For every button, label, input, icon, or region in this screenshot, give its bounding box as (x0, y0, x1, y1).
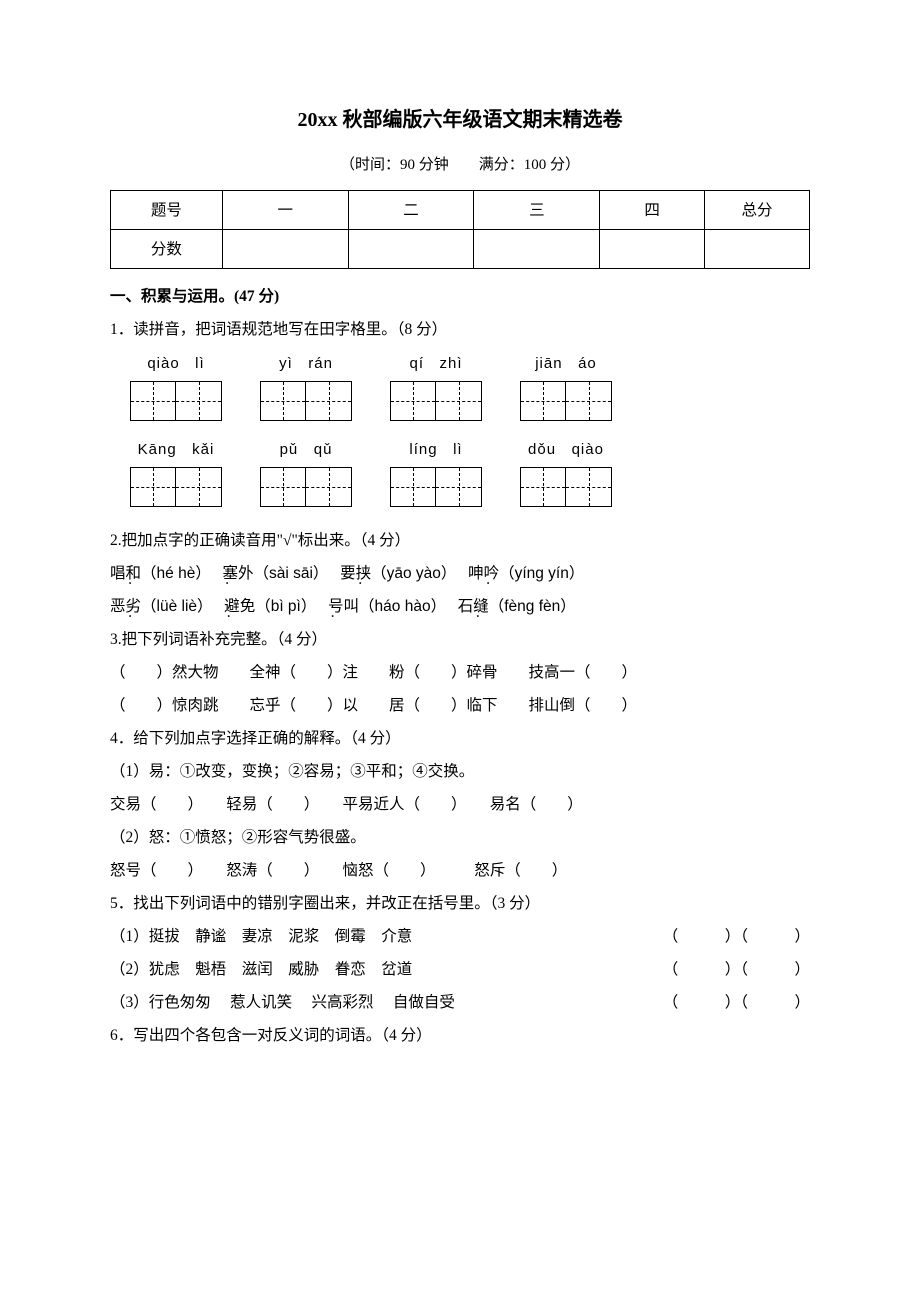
q2-line2: 恶劣（lüè liè） 避免（bì pì） 号叫（háo hào） 石缝（fèn… (110, 591, 810, 622)
score-header-cell: 二 (348, 191, 474, 230)
q4-sub1: （1）易：①改变，变换；②容易；③平和；④交换。 (110, 756, 810, 787)
q2-item: 号叫（háo hào） (328, 598, 438, 615)
pinyin-block: qiào lì (130, 349, 222, 421)
tianzi-grid (130, 381, 222, 421)
pinyin-row-1: qiào lì yì rán qí zhì jiān áo (130, 349, 810, 421)
q5-words: （1）挺拔 静谧 妻凉 泥浆 倒霉 介意 (110, 921, 412, 952)
q5-parens: （ ）（ ） (663, 921, 810, 952)
score-cell (474, 230, 600, 269)
question-1: 1．读拼音，把词语规范地写在田字格里。（8 分） (110, 314, 810, 345)
score-cell (600, 230, 705, 269)
question-6: 6．写出四个各包含一对反义词的词语。（4 分） (110, 1020, 810, 1051)
tianzi-grid (260, 381, 352, 421)
pinyin-block: qí zhì (390, 349, 482, 421)
pinyin-block: líng lì (390, 435, 482, 507)
question-3: 3.把下列词语补充完整。（4 分） (110, 624, 810, 655)
q4-sub2: （2）怒：①愤怒；②形容气势很盛。 (110, 822, 810, 853)
question-4: 4．给下列加点字选择正确的解释。（4 分） (110, 723, 810, 754)
pinyin-label: pǔ qǔ (280, 435, 333, 465)
q2-item: 唱和（hé hè） (110, 565, 203, 582)
q5-line2: （2）犹虑 魁梧 滋闰 威胁 眷恋 岔道 （ ）（ ） (110, 954, 810, 985)
tianzi-grid (390, 381, 482, 421)
question-2: 2.把加点字的正确读音用"√"标出来。（4 分） (110, 525, 810, 556)
pinyin-block: pǔ qǔ (260, 435, 352, 507)
q2-line1: 唱和（hé hè） 塞外（sài sāi） 要挟（yāo yào） 呻吟（yín… (110, 558, 810, 589)
table-row: 题号 一 二 三 四 总分 (111, 191, 810, 230)
score-cell (222, 230, 348, 269)
pinyin-row-2: Kāng kǎi pǔ qǔ líng lì dǒu qiào (130, 435, 810, 507)
q2-item: 要挟（yāo yào） (340, 565, 449, 582)
subtitle: （时间：90 分钟 满分：100 分） (110, 150, 810, 180)
tianzi-grid (260, 467, 352, 507)
pinyin-label: yì rán (279, 349, 333, 379)
q5-parens: （ ）（ ） (663, 987, 810, 1018)
section-heading: 一、积累与运用。(47 分) (110, 281, 810, 312)
tianzi-grid (130, 467, 222, 507)
score-header-cell: 题号 (111, 191, 223, 230)
pinyin-block: dǒu qiào (520, 435, 612, 507)
question-5: 5．找出下列词语中的错别字圈出来，并改正在括号里。（3 分） (110, 888, 810, 919)
score-cell (348, 230, 474, 269)
pinyin-label: qí zhì (409, 349, 462, 379)
q3-line2: （ ）惊肉跳 忘乎（ ）以 居（ ）临下 排山倒（ ） (110, 690, 810, 721)
q5-line3: （3）行色匆匆 惹人讥笑 兴高彩烈 自做自受 （ ）（ ） (110, 987, 810, 1018)
q2-item: 石缝（fèng fèn） (458, 598, 576, 615)
pinyin-label: líng lì (409, 435, 462, 465)
tianzi-grid (520, 467, 612, 507)
score-cell: 分数 (111, 230, 223, 269)
q5-words: （2）犹虑 魁梧 滋闰 威胁 眷恋 岔道 (110, 954, 412, 985)
q2-item: 避免（bì pì） (224, 598, 308, 615)
q5-parens: （ ）（ ） (663, 954, 810, 985)
page-title: 20xx 秋部编版六年级语文期末精选卷 (110, 100, 810, 140)
score-cell (705, 230, 810, 269)
pinyin-block: yì rán (260, 349, 352, 421)
q4-sub1-items: 交易（ ） 轻易（ ） 平易近人（ ） 易名（ ） (110, 789, 810, 820)
pinyin-label: qiào lì (147, 349, 204, 379)
pinyin-block: jiān áo (520, 349, 612, 421)
score-header-cell: 一 (222, 191, 348, 230)
pinyin-block: Kāng kǎi (130, 435, 222, 507)
q5-words: （3）行色匆匆 惹人讥笑 兴高彩烈 自做自受 (110, 987, 455, 1018)
score-header-cell: 总分 (705, 191, 810, 230)
tianzi-grid (390, 467, 482, 507)
pinyin-label: jiān áo (535, 349, 597, 379)
q3-line1: （ ）然大物 全神（ ）注 粉（ ）碎骨 技高一（ ） (110, 657, 810, 688)
score-table: 题号 一 二 三 四 总分 分数 (110, 190, 810, 269)
q2-item: 恶劣（lüè liè） (110, 598, 205, 615)
q4-sub2-items: 怒号（ ） 怒涛（ ） 恼怒（ ） 怒斥（ ） (110, 855, 810, 886)
table-row: 分数 (111, 230, 810, 269)
score-header-cell: 四 (600, 191, 705, 230)
q5-line1: （1）挺拔 静谧 妻凉 泥浆 倒霉 介意 （ ）（ ） (110, 921, 810, 952)
pinyin-label: Kāng kǎi (138, 435, 215, 465)
pinyin-label: dǒu qiào (528, 435, 604, 465)
q2-item: 呻吟（yíng yín） (468, 565, 584, 582)
q2-item: 塞外（sài sāi） (222, 565, 320, 582)
tianzi-grid (520, 381, 612, 421)
score-header-cell: 三 (474, 191, 600, 230)
